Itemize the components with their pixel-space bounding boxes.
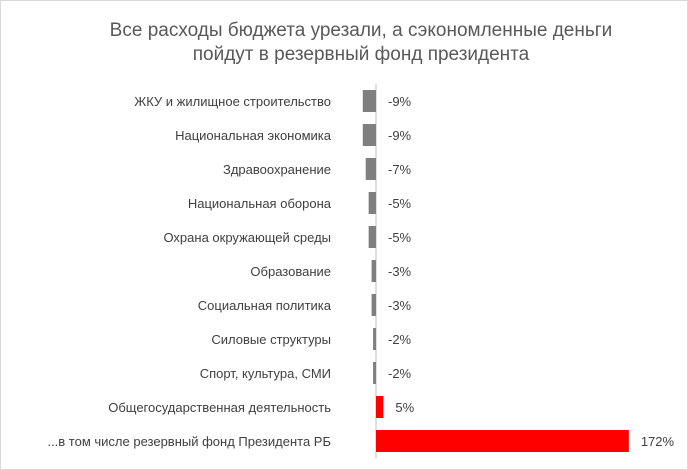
category-label: ЖКУ и жилищное строительство [134,94,331,109]
chart-title-line-2: пойдут в резервный фонд президента [192,44,530,65]
data-label: -9% [388,94,412,109]
bar [373,362,376,384]
data-label: -5% [388,230,412,245]
data-label: -9% [388,128,412,143]
bar [373,328,376,350]
bar [362,90,376,112]
category-label: Социальная политика [198,298,332,313]
data-label: -2% [388,366,412,381]
data-label: -7% [388,162,412,177]
data-label: -2% [388,332,412,347]
category-label: Здравоохранение [223,162,331,177]
category-label: Национальная экономика [175,128,332,143]
bar [371,260,376,282]
data-label: 5% [395,400,414,415]
category-label: Спорт, культура, СМИ [200,366,331,381]
bar [368,226,376,248]
category-label: Национальная оборона [188,196,332,211]
category-label: ...в том числе резервный фонд Президента… [47,434,331,449]
category-label: Охрана окружающей среды [163,230,331,245]
chart-title: Все расходы бюджета урезали, а сэкономле… [61,19,661,67]
bar [376,430,629,452]
data-label: -5% [388,196,412,211]
category-label: Силовые структуры [211,332,331,347]
bar [362,124,376,146]
bar [371,294,376,316]
data-label: 172% [641,434,675,449]
category-label: Образование [250,264,331,279]
data-label: -3% [388,264,412,279]
bar [376,396,384,418]
category-label: Общегосударственная деятельность [108,400,331,415]
data-label: -3% [388,298,412,313]
chart-title-line-1: Все расходы бюджета урезали, а сэкономле… [109,20,613,41]
bar [365,158,376,180]
bar [368,192,376,214]
